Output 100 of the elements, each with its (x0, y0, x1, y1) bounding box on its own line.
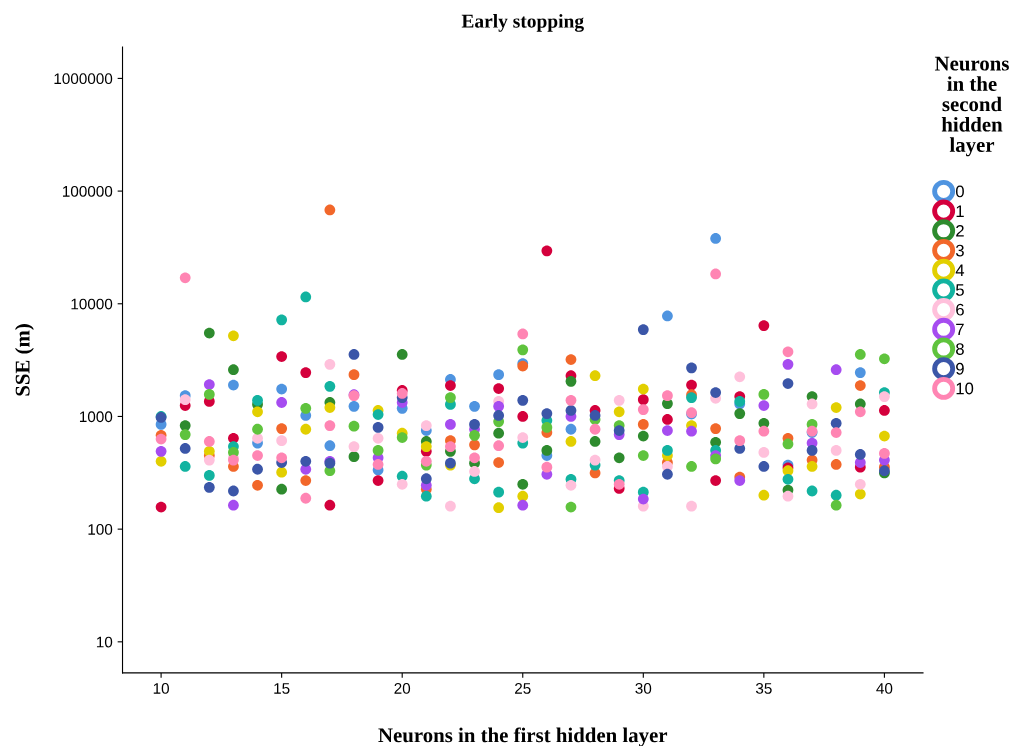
point (300, 492, 312, 504)
point (589, 410, 601, 421)
point (710, 475, 722, 486)
point (203, 389, 215, 400)
point (396, 349, 408, 360)
point (252, 450, 263, 461)
point (276, 435, 288, 447)
point (710, 453, 722, 465)
point (493, 369, 505, 381)
point (686, 461, 697, 472)
point (806, 485, 818, 497)
point (493, 440, 505, 452)
point (445, 419, 456, 430)
point (565, 405, 577, 416)
y-tick-label: 100000 (62, 185, 113, 197)
point (252, 479, 263, 491)
point (662, 468, 673, 480)
point (469, 452, 480, 464)
y-tick-label: 1000 (79, 411, 113, 423)
point (179, 429, 191, 440)
point (469, 466, 480, 477)
point (493, 457, 505, 468)
y-tick-label: 10000 (71, 298, 113, 310)
point (203, 327, 215, 339)
point (179, 443, 191, 454)
point (324, 358, 336, 370)
point (782, 358, 794, 370)
point (324, 420, 336, 431)
point (686, 425, 697, 437)
point (806, 398, 818, 410)
point (420, 490, 432, 502)
point (541, 408, 553, 419)
point (662, 390, 673, 402)
point (372, 422, 384, 433)
point (637, 394, 649, 406)
point (830, 402, 842, 413)
point (589, 423, 601, 435)
point (879, 405, 890, 416)
point (228, 364, 239, 376)
point (710, 423, 722, 434)
point (228, 379, 239, 391)
point (879, 353, 890, 365)
point (879, 448, 890, 459)
point (758, 489, 770, 501)
point (372, 475, 384, 486)
point (830, 499, 842, 511)
x-tick-label: 10 (153, 683, 169, 694)
point (420, 420, 432, 431)
point (348, 451, 360, 463)
point (686, 500, 697, 512)
point (203, 481, 215, 493)
point (710, 233, 722, 244)
legend-label: 5 (955, 284, 964, 296)
point (565, 501, 577, 513)
point (179, 461, 191, 472)
point (637, 450, 649, 461)
point (276, 466, 288, 478)
point (541, 445, 553, 456)
x-tick-label: 40 (876, 683, 893, 694)
legend-label: 4 (955, 264, 965, 276)
point (420, 455, 432, 467)
point (830, 364, 842, 376)
point (710, 387, 722, 398)
point (517, 328, 529, 340)
point (469, 439, 480, 451)
point (758, 461, 770, 472)
point (155, 501, 167, 513)
point (613, 406, 625, 418)
point (589, 454, 601, 466)
point (324, 402, 336, 413)
point (734, 435, 746, 447)
point (565, 479, 577, 491)
point (854, 349, 866, 360)
point (565, 394, 577, 406)
legend-title: Neurons in the second hidden layer (934, 56, 1009, 157)
point (830, 459, 842, 470)
point (806, 461, 818, 472)
point (155, 455, 167, 467)
point (637, 419, 649, 430)
point (589, 370, 601, 382)
point (517, 432, 529, 443)
point (830, 489, 842, 501)
point (734, 408, 746, 419)
x-tick-label: 35 (755, 683, 772, 694)
point (203, 470, 215, 481)
point (758, 389, 770, 400)
point (637, 404, 649, 415)
point (854, 367, 866, 378)
point (662, 445, 673, 456)
point (348, 349, 360, 360)
point (155, 433, 167, 445)
point (396, 478, 408, 490)
point (782, 378, 794, 389)
point (854, 488, 866, 500)
point (493, 502, 505, 514)
point (854, 380, 866, 391)
legend-label: 8 (956, 343, 964, 355)
y-tick-label: 100 (88, 524, 113, 535)
point (758, 425, 770, 437)
point (830, 417, 842, 429)
